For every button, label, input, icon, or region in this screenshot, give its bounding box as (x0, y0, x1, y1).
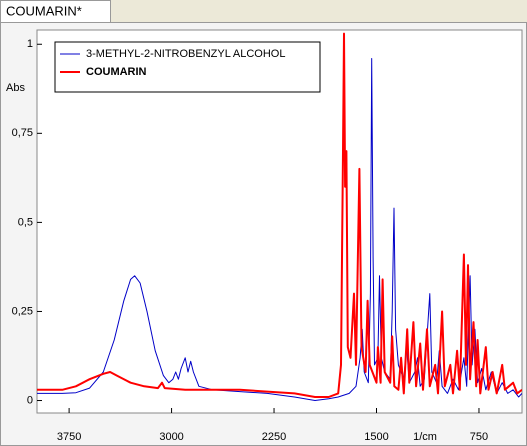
x-tick-label: 2250 (262, 431, 286, 443)
y-axis-label: Abs (6, 82, 25, 94)
x-tick-label: 750 (470, 431, 488, 443)
tab-bar (0, 0, 527, 22)
y-tick-label: 0,5 (18, 216, 33, 228)
spectrum-line (37, 58, 522, 401)
x-tick-label: 1500 (364, 431, 388, 443)
y-tick-label: 0,25 (12, 305, 33, 317)
y-tick-label: 0 (27, 394, 33, 406)
tab-title: COUMARIN* (6, 3, 82, 18)
y-tick-label: 0,75 (12, 127, 33, 139)
x-axis-label: 1/cm (413, 431, 437, 443)
x-tick-label: 3000 (159, 431, 183, 443)
legend-label: 3-METHYL-2-NITROBENZYL ALCOHOL (86, 48, 285, 60)
legend (54, 41, 321, 93)
spectrum-line (37, 32, 522, 398)
y-tick-label: 1 (27, 38, 33, 50)
x-tick-label: 3750 (57, 431, 81, 443)
legend-label: COUMARIN (86, 66, 147, 78)
